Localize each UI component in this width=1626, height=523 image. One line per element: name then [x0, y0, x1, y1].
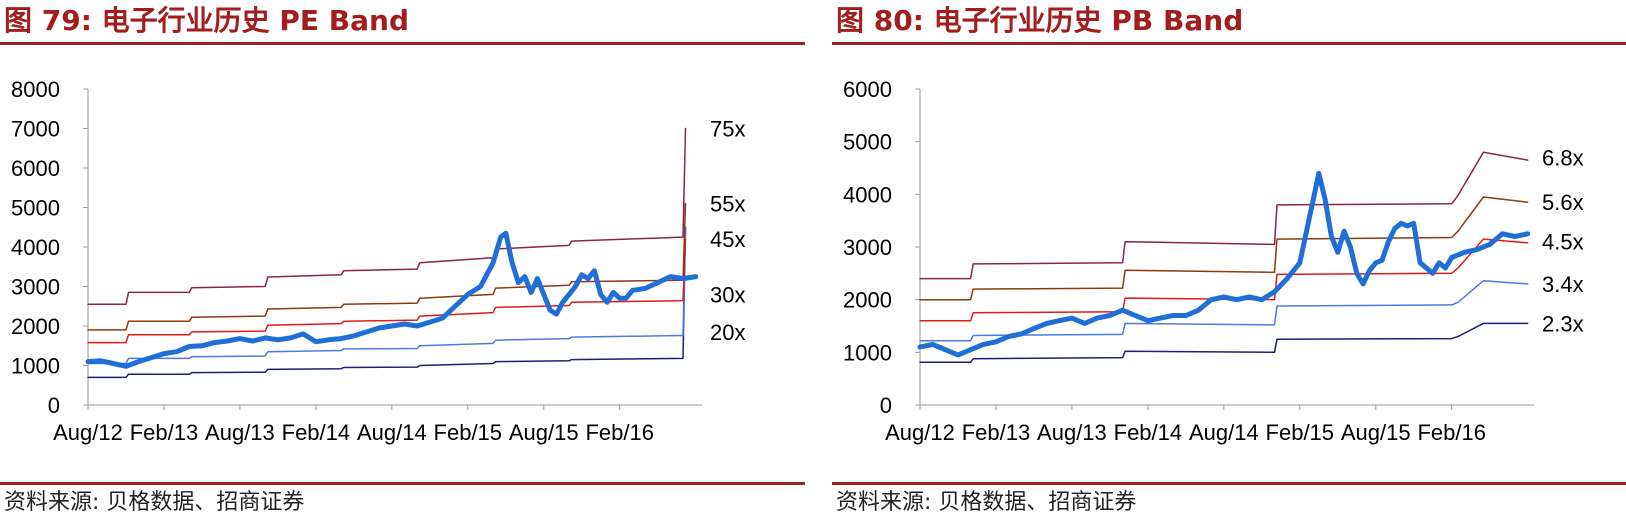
band-line — [87, 226, 687, 365]
index-line — [917, 170, 1531, 358]
band-label: 30x — [710, 282, 745, 307]
chart-title: 图 79: 电子行业历史 PE Band — [4, 4, 410, 37]
pb-band-panel: 图 80: 电子行业历史 PB Band 0 1000 2000 3000 4000 50… — [832, 0, 1626, 523]
x-tick-label: Feb/16 — [1417, 420, 1486, 445]
band-line — [919, 322, 1529, 364]
y-tick-label: 7000 — [11, 117, 60, 142]
y-tick-label: 6000 — [11, 156, 60, 181]
source-note: 资料来源: 贝格数据、招商证券 — [836, 490, 1137, 515]
x-tick-label: Feb/16 — [585, 420, 654, 445]
band-line — [87, 226, 687, 379]
x-tick-label: Aug/14 — [357, 420, 427, 445]
y-tick-label: 5000 — [843, 130, 892, 155]
x-tick-label: Feb/14 — [282, 420, 351, 445]
band-line — [87, 127, 687, 306]
pe-band-panel: 图 79: 电子行业历史 PE Band 0 1000 2000 3000 4000 50… — [0, 0, 805, 523]
y-tick-label: 5000 — [11, 196, 60, 221]
y-tick-label: 2000 — [11, 314, 60, 339]
y-tick-label: 8000 — [11, 77, 60, 102]
x-tick-label: Aug/15 — [1341, 420, 1411, 445]
title-rule — [0, 42, 805, 45]
y-tick-label: 0 — [48, 393, 60, 418]
band-label: 2.3x — [1542, 311, 1584, 336]
x-tick-label: Feb/13 — [962, 420, 1031, 445]
band-line — [919, 279, 1529, 342]
y-tick-label: 3000 — [11, 275, 60, 300]
y-tick-label: 1000 — [843, 340, 892, 365]
y-tick-label: 4000 — [843, 182, 892, 207]
band-label: 20x — [710, 320, 745, 345]
source-rule — [832, 482, 1626, 485]
band-line — [87, 238, 687, 344]
band-line — [919, 196, 1529, 301]
chart-title: 图 80: 电子行业历史 PB Band — [836, 4, 1244, 37]
band-label: 5.6x — [1542, 190, 1584, 215]
y-tick-label: 1000 — [11, 354, 60, 379]
y-tick-label: 2000 — [843, 288, 892, 313]
band-label: 4.5x — [1542, 230, 1584, 255]
x-tick-label: Aug/13 — [205, 420, 275, 445]
band-label: 55x — [710, 192, 745, 217]
x-tick-label: Aug/12 — [53, 420, 123, 445]
source-rule — [0, 482, 805, 485]
x-tick-label: Aug/13 — [1037, 420, 1107, 445]
title-rule — [832, 42, 1626, 45]
x-tick-label: Feb/15 — [1266, 420, 1335, 445]
x-tick-label: Aug/15 — [509, 420, 579, 445]
band-label: 45x — [710, 227, 745, 252]
band-line — [87, 202, 687, 331]
index-line — [85, 230, 699, 369]
x-tick-label: Feb/13 — [130, 420, 199, 445]
band-line — [919, 151, 1529, 280]
band-label: 75x — [710, 117, 745, 142]
y-tick-label: 6000 — [843, 77, 892, 102]
band-line — [919, 238, 1529, 322]
x-tick-label: Aug/14 — [1189, 420, 1259, 445]
y-tick-label: 3000 — [843, 235, 892, 260]
y-tick-label: 0 — [880, 393, 892, 418]
pe-band-chart: 0 1000 2000 3000 4000 5000 6000 7000 8000 Aug/12 F… — [11, 77, 745, 445]
x-tick-label: Feb/15 — [434, 420, 503, 445]
y-tick-label: 4000 — [11, 235, 60, 260]
band-label: 3.4x — [1542, 272, 1584, 297]
x-tick-label: Aug/12 — [885, 420, 955, 445]
source-note: 资料来源: 贝格数据、招商证券 — [4, 490, 305, 515]
band-label: 6.8x — [1542, 145, 1584, 170]
x-tick-label: Feb/14 — [1114, 420, 1183, 445]
